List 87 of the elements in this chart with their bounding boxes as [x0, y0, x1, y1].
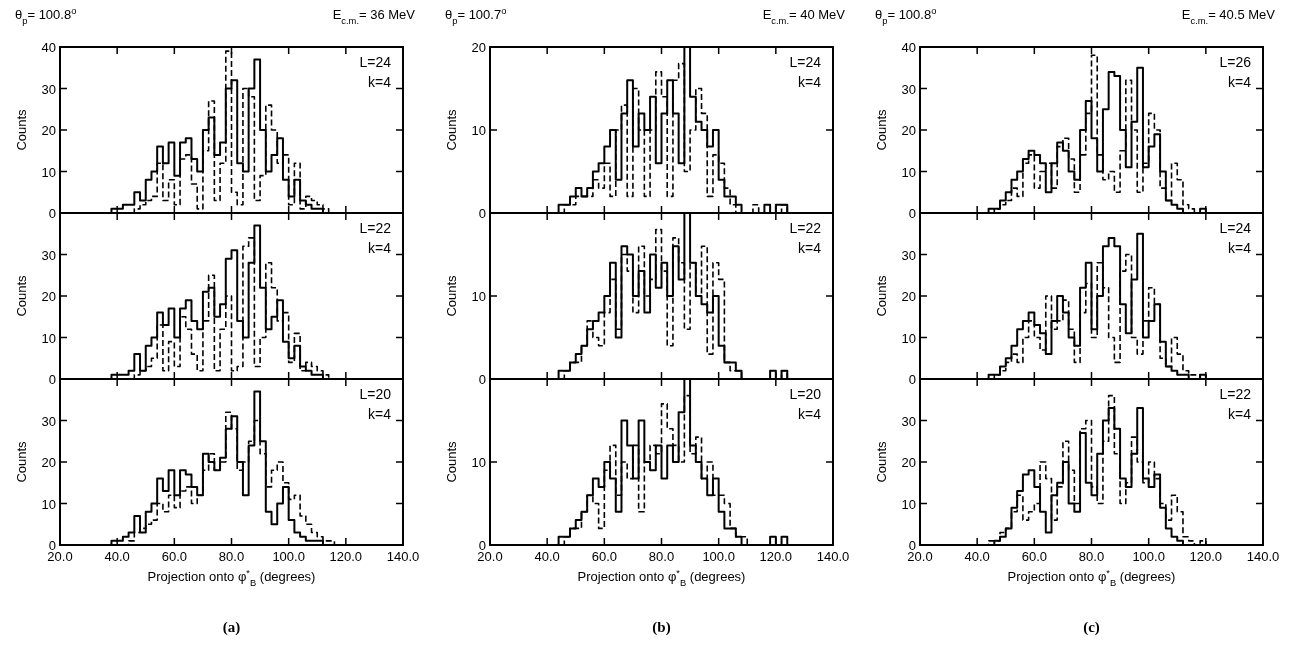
x-tick-label: 140.0: [386, 549, 420, 564]
y-tick-label: 0: [48, 206, 56, 221]
x-tick-label: 60.0: [1021, 549, 1047, 564]
y-tick-label: 20: [41, 289, 56, 304]
y-tick-label: 30: [901, 247, 916, 263]
annotation: k=4: [798, 74, 822, 90]
annotation: k=4: [368, 74, 392, 90]
x-tick-label: 40.0: [534, 549, 560, 564]
annotation: L=20: [359, 386, 392, 402]
y-tick-label: 30: [41, 247, 56, 263]
y-tick-label: 30: [41, 81, 56, 97]
annotation: k=4: [368, 240, 392, 256]
x-tick-label: 80.0: [1078, 549, 1105, 564]
y-tick-label: 10: [901, 330, 916, 346]
annotation: L=26: [1219, 54, 1252, 70]
x-tick-label: 120.0: [329, 549, 363, 564]
y-axis-title: Counts: [14, 440, 29, 483]
y-tick-label: 10: [471, 123, 486, 138]
x-tick-label: 40.0: [104, 549, 130, 564]
y-axis-title: Counts: [874, 274, 889, 317]
y-axis-title: Counts: [14, 108, 29, 151]
x-tick-label: 120.0: [1189, 549, 1223, 564]
chart-subtitle: E$_{c.m.}$= 40.5 MeV: [1181, 7, 1276, 26]
annotation: L=24: [359, 54, 392, 70]
chart-subtitle: E$_{c.m.}$= 36 MeV: [332, 7, 416, 26]
text: (a): [222, 619, 241, 636]
annotation: L=24: [1219, 220, 1252, 236]
x-tick-label: 60.0: [161, 549, 187, 564]
x-axis-title: Projection onto φ$^{*}$$_{B}$ (degrees): [1007, 568, 1176, 588]
y-tick-label: 20: [41, 123, 56, 138]
chart-title: θ$_{p}$= 100.8$^{o}$: [875, 6, 937, 26]
x-tick-label: 100.0: [1132, 549, 1165, 564]
y-axis-title: Counts: [874, 440, 889, 483]
y-tick-label: 30: [901, 413, 916, 429]
y-axis-title: Counts: [444, 108, 459, 151]
x-axis-title: Projection onto φ$^{*}$$_{B}$ (degrees): [577, 568, 746, 588]
text: (c): [1083, 619, 1100, 636]
y-tick-label: 0: [478, 372, 486, 387]
annotation: k=4: [1228, 74, 1252, 90]
chart-subtitle: E$_{c.m.}$= 40 MeV: [762, 7, 846, 26]
chart-title: θ$_{p}$= 100.8$^{o}$: [15, 6, 77, 26]
annotation: k=4: [1228, 240, 1252, 256]
x-tick-label: 100.0: [702, 549, 735, 564]
x-tick-label: 60.0: [591, 549, 617, 564]
y-tick-label: 0: [48, 372, 56, 387]
y-tick-label: 20: [901, 289, 916, 304]
x-tick-label: 140.0: [816, 549, 850, 564]
x-tick-label: 120.0: [759, 549, 793, 564]
text: (b): [652, 619, 671, 636]
y-tick-label: 20: [41, 455, 56, 470]
y-axis-title: Counts: [444, 440, 459, 483]
y-tick-label: 40: [901, 40, 916, 55]
y-tick-label: 0: [478, 206, 486, 221]
x-tick-label: 80.0: [648, 549, 675, 564]
y-axis-title: Counts: [444, 274, 459, 317]
y-tick-label: 0: [908, 372, 916, 387]
y-tick-label: 30: [901, 81, 916, 97]
y-axis-title: Counts: [874, 108, 889, 151]
annotation: L=24: [789, 54, 822, 70]
y-tick-label: 20: [901, 123, 916, 138]
annotation: k=4: [798, 406, 822, 422]
x-tick-label: 80.0: [218, 549, 245, 564]
y-tick-label: 10: [471, 455, 486, 470]
y-tick-label: 40: [41, 40, 56, 55]
y-tick-label: 20: [471, 40, 486, 55]
annotation: k=4: [1228, 406, 1252, 422]
y-tick-label: 10: [41, 496, 56, 512]
y-tick-label: 10: [901, 164, 916, 180]
x-tick-label: 100.0: [272, 549, 305, 564]
annotation: L=22: [1219, 386, 1252, 402]
chart-title: θ$_{p}$= 100.7$^{o}$: [445, 6, 507, 26]
y-tick-label: 20: [901, 455, 916, 470]
annotation: L=22: [359, 220, 392, 236]
y-axis-title: Counts: [14, 274, 29, 317]
y-tick-label: 10: [41, 330, 56, 346]
y-tick-label: 10: [41, 164, 56, 180]
y-tick-label: 30: [41, 413, 56, 429]
x-tick-label: 140.0: [1246, 549, 1280, 564]
annotation: k=4: [368, 406, 392, 422]
y-tick-label: 10: [901, 496, 916, 512]
x-tick-label: 40.0: [964, 549, 990, 564]
y-tick-label: 10: [471, 289, 486, 304]
annotation: L=20: [789, 386, 822, 402]
y-tick-label: 0: [908, 206, 916, 221]
x-axis-title: Projection onto φ$^{*}$$_{B}$ (degrees): [147, 568, 316, 588]
annotation: k=4: [798, 240, 822, 256]
annotation: L=22: [789, 220, 822, 236]
